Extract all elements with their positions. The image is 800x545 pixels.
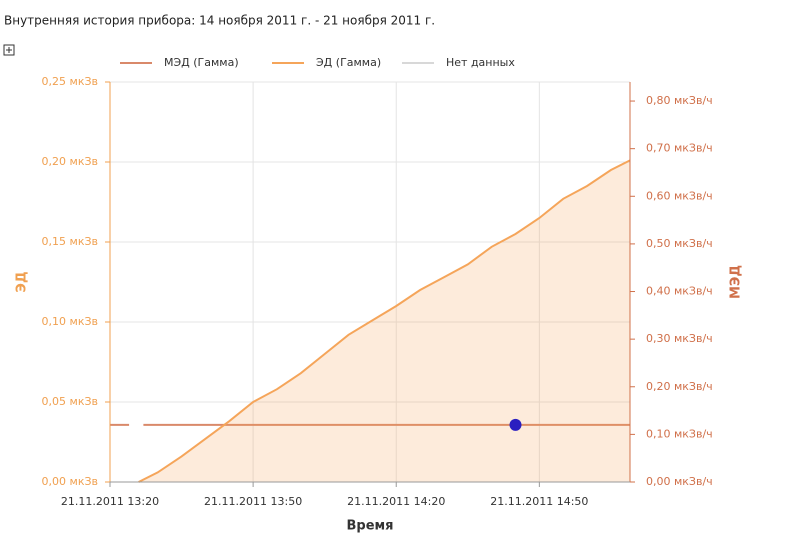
y-tick-label: 0,15 мкЗв bbox=[42, 235, 98, 248]
y2-tick-label: 0,80 мкЗв/ч bbox=[646, 94, 713, 107]
axes: 0,00 мкЗв 0,05 мкЗв 0,10 мкЗв 0,15 мкЗв 0,20… bbox=[42, 75, 713, 508]
y2-tick-label: 0,40 мкЗв/ч bbox=[646, 285, 713, 298]
expand-icon[interactable] bbox=[3, 44, 15, 56]
chart-title: Внутренняя история прибора: 14 ноября 20… bbox=[4, 14, 435, 28]
x-tick-label: 21.11.2011 14:20 bbox=[347, 495, 445, 508]
y-tick-label: 0,10 мкЗв bbox=[42, 315, 98, 328]
x-tick-label: 21.11.2011 14:50 bbox=[490, 495, 588, 508]
legend-label: ЭД (Гамма) bbox=[316, 56, 381, 69]
y2-tick-label: 0,20 мкЗв/ч bbox=[646, 380, 713, 393]
series-line bbox=[138, 159, 631, 483]
y2-tick-label: 0,10 мкЗв/ч bbox=[646, 427, 713, 440]
x-axis-label: Время bbox=[346, 519, 393, 534]
marker-point bbox=[509, 418, 522, 431]
y-tick-label: 0,25 мкЗв bbox=[42, 75, 98, 88]
y2-tick-label: 0,60 мкЗв/ч bbox=[646, 189, 713, 202]
data bbox=[110, 159, 631, 483]
y-axis-label: ЭД bbox=[15, 271, 30, 292]
x-tick-label: 21.11.2011 13:20 bbox=[61, 495, 159, 508]
y2-tick-label: 0,50 мкЗв/ч bbox=[646, 237, 713, 250]
x-tick-label: 21.11.2011 13:50 bbox=[204, 495, 302, 508]
y2-axis-label: МЭД bbox=[729, 265, 744, 299]
legend-label: Нет данных bbox=[446, 56, 515, 69]
legend-label: МЭД (Гамма) bbox=[164, 56, 239, 69]
y2-tick-label: 0,30 мкЗв/ч bbox=[646, 332, 713, 345]
area bbox=[138, 160, 631, 482]
y-tick-label: 0,05 мкЗв bbox=[42, 395, 98, 408]
y2-tick-label: 0,70 мкЗв/ч bbox=[646, 142, 713, 155]
y2-tick-label: 0,00 мкЗв/ч bbox=[646, 475, 713, 488]
y-tick-label: 0,00 мкЗв bbox=[42, 475, 98, 488]
y-tick-label: 0,20 мкЗв bbox=[42, 155, 98, 168]
